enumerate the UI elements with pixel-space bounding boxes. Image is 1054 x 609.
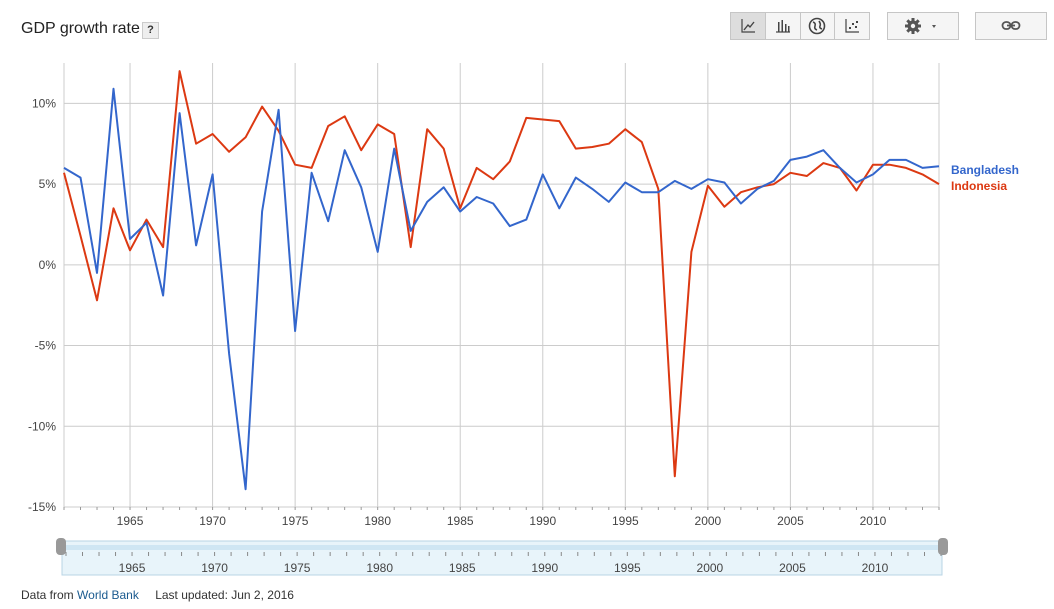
slider-tick-label: 1990 xyxy=(531,561,558,575)
last-updated: Last updated: Jun 2, 2016 xyxy=(155,588,294,602)
slider-tick-label: 1985 xyxy=(449,561,476,575)
series-line-indonesia xyxy=(63,70,940,478)
slider-tick-label: 1965 xyxy=(119,561,146,575)
scatter-chart-icon xyxy=(845,19,860,33)
globe-icon xyxy=(809,17,826,35)
slider-tick-label: 1995 xyxy=(614,561,641,575)
chart-type-toolbar xyxy=(730,12,870,40)
x-tick-label: 1975 xyxy=(282,514,309,528)
slider-tick-label: 1975 xyxy=(284,561,311,575)
footer: Data from World Bank Last updated: Jun 2… xyxy=(21,588,294,602)
map-view-button[interactable] xyxy=(801,13,836,39)
legend-label-indonesia: Indonesia xyxy=(951,179,1007,193)
settings-dropdown xyxy=(887,12,959,40)
x-tick-label: 1970 xyxy=(199,514,226,528)
bar-chart-icon xyxy=(775,20,790,33)
y-tick-label: -10% xyxy=(28,419,56,433)
settings-button-graphic xyxy=(905,18,936,34)
bar-chart-button[interactable] xyxy=(766,13,801,39)
y-tick-label: 0% xyxy=(39,258,57,272)
slider-handle-right[interactable] xyxy=(938,538,948,555)
slider-handle-left[interactable] xyxy=(56,538,66,555)
link-dropdown xyxy=(975,12,1047,40)
source-link[interactable]: World Bank xyxy=(77,588,139,602)
slider-tick-label: 2000 xyxy=(697,561,724,575)
x-tick-label: 1995 xyxy=(612,514,639,528)
chart-title: GDP growth rate xyxy=(21,20,140,37)
x-tick-label: 2000 xyxy=(695,514,722,528)
y-tick-label: -15% xyxy=(28,500,56,514)
legend-label-bangladesh: Bangladesh xyxy=(951,163,1019,177)
help-button[interactable]: ? xyxy=(142,22,159,39)
x-tick-label: 1980 xyxy=(364,514,391,528)
link-button[interactable] xyxy=(976,13,1046,39)
x-tick-label: 2010 xyxy=(860,514,887,528)
slider-tick-label: 1970 xyxy=(201,561,228,575)
slider-tick-label: 2010 xyxy=(862,561,889,575)
chevron-down-icon xyxy=(932,25,936,28)
x-tick-label: 1965 xyxy=(117,514,144,528)
data-from-label: Data from xyxy=(21,588,74,602)
line-chart-icon xyxy=(741,19,755,33)
x-tick-label: 2005 xyxy=(777,514,804,528)
slider-tick-label: 2005 xyxy=(779,561,806,575)
gear-icon xyxy=(905,18,921,34)
settings-button[interactable] xyxy=(888,13,958,39)
time-slider-bar xyxy=(66,545,938,550)
y-tick-label: -5% xyxy=(35,339,57,353)
x-tick-label: 1985 xyxy=(447,514,474,528)
x-tick-label: 1990 xyxy=(529,514,556,528)
series-line-bangladesh xyxy=(63,87,940,491)
y-tick-label: 5% xyxy=(39,177,57,191)
slider-tick-label: 1980 xyxy=(366,561,393,575)
y-tick-label: 10% xyxy=(32,96,56,110)
line-chart-button[interactable] xyxy=(731,13,766,39)
link-icon xyxy=(1001,21,1021,30)
scatter-chart-button[interactable] xyxy=(835,13,869,39)
